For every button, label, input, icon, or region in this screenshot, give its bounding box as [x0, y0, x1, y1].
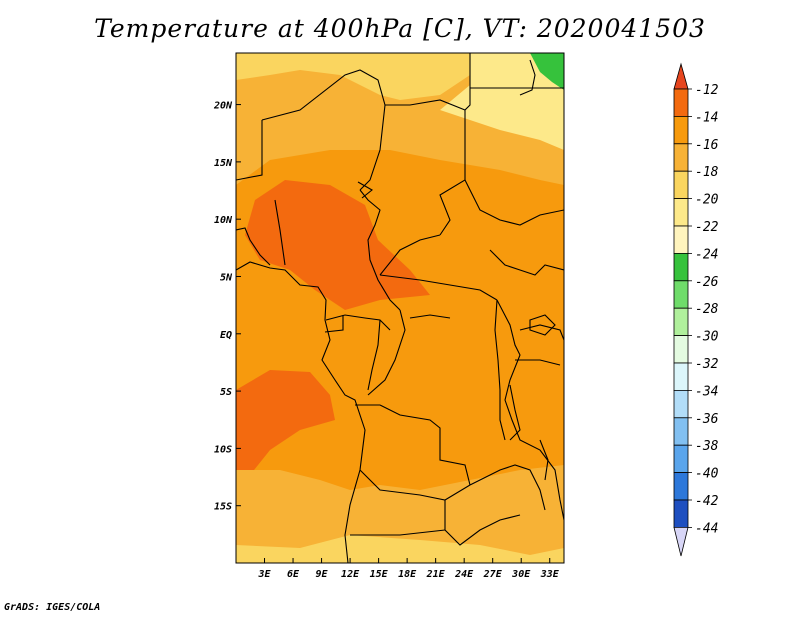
border-botswana — [444, 500, 521, 546]
field-cold-patch — [530, 53, 564, 90]
border-lake-region — [515, 359, 561, 366]
colorbar-label: -28 — [695, 302, 719, 317]
coastline-northeast — [519, 59, 536, 96]
colorbar-swatch — [673, 362, 689, 391]
border-zambia — [469, 464, 546, 511]
colorbar-swatch — [673, 444, 689, 474]
x-tick-label: 15E — [370, 569, 389, 580]
lake-chad — [357, 181, 373, 199]
border-car-north — [379, 234, 441, 276]
border-drc-east — [494, 299, 506, 441]
map-title: Temperature at 400hPa [C], VT: 202004150… — [94, 14, 706, 43]
colorbar-top-arrow — [673, 62, 689, 90]
field-band-northeast — [440, 53, 564, 150]
x-tick-label: 24E — [454, 569, 474, 580]
border-niger-chad — [385, 99, 466, 111]
border-drc-west — [367, 309, 406, 396]
field-core-south — [236, 370, 335, 480]
y-tick-label: 15N — [214, 158, 233, 169]
colorbar-label: -24 — [695, 247, 718, 262]
coastline-east — [496, 299, 564, 521]
map-frame — [235, 52, 565, 564]
y-tick-label: 10S — [214, 444, 232, 455]
colorbar-label: -30 — [695, 330, 719, 345]
colorbar-label: -26 — [695, 275, 719, 290]
field-band-north — [236, 53, 470, 100]
x-tick-label: 21E — [426, 569, 446, 580]
border-south-sudan — [489, 249, 564, 276]
colorbar-label: -20 — [695, 193, 719, 208]
colorbar-swatch — [673, 225, 689, 254]
credit-label: GrADS: IGES/COLA — [4, 602, 101, 613]
x-tick-label: 9E — [316, 569, 329, 580]
x-axis: 3E 6E 9E 12E 15E 18E 21E 24E 27E 30E 33E — [257, 558, 560, 580]
coastline-west — [236, 261, 366, 563]
x-tick-label: 30E — [511, 569, 531, 580]
colorbar-swatch — [673, 88, 689, 117]
colorbar-label: -44 — [695, 521, 718, 536]
colorbar-label: -34 — [695, 384, 718, 399]
temperature-field — [236, 53, 564, 563]
y-tick-label: EQ — [220, 330, 232, 341]
colorbar-swatch — [673, 252, 689, 282]
field-band-south — [236, 465, 564, 563]
border-namibia — [359, 469, 471, 501]
border-west-1 — [236, 227, 271, 266]
colorbar-label: -18 — [695, 165, 719, 180]
colorbar-label: -40 — [695, 467, 719, 482]
border-car-south — [379, 274, 498, 301]
y-tick-label: 5N — [220, 272, 233, 283]
x-tick-label: 18E — [398, 569, 417, 580]
field-core-north — [245, 180, 430, 310]
border-congo — [367, 319, 381, 391]
colorbar-swatch — [673, 499, 689, 528]
y-tick-label: 15S — [214, 502, 232, 513]
colorbar-label: -32 — [695, 357, 719, 372]
border-cameroon — [359, 189, 401, 311]
colorbar-bottom-arrow — [673, 527, 689, 557]
colorbar-swatch — [673, 143, 689, 172]
colorbar-swatch — [673, 170, 689, 199]
y-axis: 20N 15N 10N 5N EQ 5S 10S 15S — [213, 101, 241, 513]
borders — [236, 53, 564, 563]
x-tick-label: 33E — [540, 569, 560, 580]
lake-malawi — [539, 439, 549, 481]
colorbar-swatch — [673, 116, 689, 145]
colorbar-swatch — [673, 472, 689, 501]
colorbar-label: -16 — [695, 138, 719, 153]
border-south — [350, 529, 446, 536]
colorbar-swatch — [673, 307, 689, 337]
border-sudan — [464, 179, 564, 226]
border-eq-guinea — [324, 315, 344, 333]
border-sahel-2 — [236, 120, 263, 181]
border-angola — [355, 404, 471, 486]
colorbar-label: -42 — [695, 494, 719, 509]
colorbar-swatch — [673, 417, 689, 446]
y-tick-label: 5S — [220, 387, 232, 398]
colorbar-label: -36 — [695, 412, 719, 427]
field-band-far-south — [236, 535, 564, 563]
colorbar-swatch — [673, 335, 689, 364]
x-tick-label: 27E — [483, 569, 503, 580]
y-tick-label: 10N — [214, 215, 233, 226]
y-tick-label: 20N — [213, 101, 233, 112]
x-tick-label: 6E — [287, 569, 300, 580]
colorbar: -12 -14 -16 -18 -20 -22 -24 -26 -28 -30 -32 -34 -36 -… — [673, 62, 719, 557]
colorbar-label: -12 — [695, 83, 719, 98]
colorbar-label: -38 — [695, 439, 719, 454]
x-tick-label: 12E — [341, 569, 360, 580]
river-congo — [409, 314, 451, 319]
colorbar-label: -14 — [695, 110, 718, 125]
border-west-2 — [274, 199, 286, 266]
lake-victoria — [529, 314, 556, 336]
colorbar-swatch — [673, 280, 689, 309]
colorbar-label: -22 — [695, 220, 719, 235]
x-tick-label: 3E — [257, 569, 271, 580]
colorbar-swatch — [673, 389, 689, 419]
border-gabon-congo — [325, 314, 391, 331]
colorbar-swatch — [673, 198, 689, 227]
lake-tanganyika — [509, 384, 521, 441]
border-sahel-1 — [261, 69, 386, 191]
